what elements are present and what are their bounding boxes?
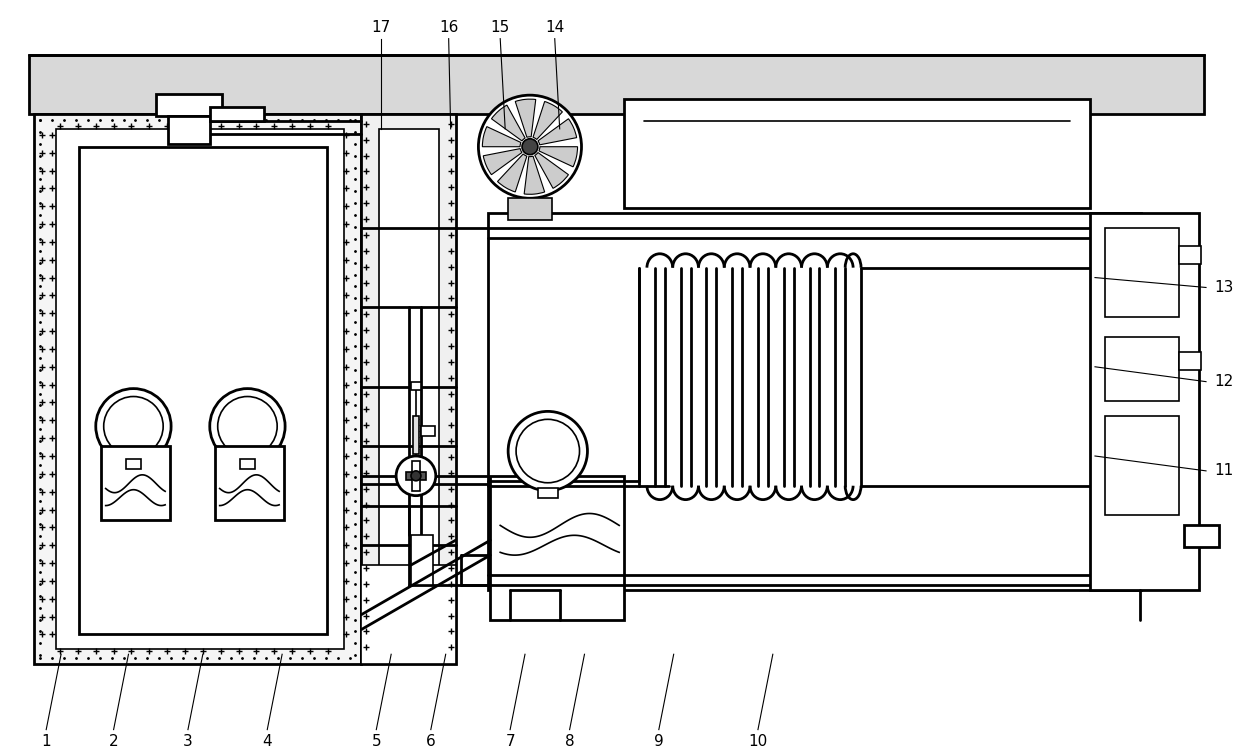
Bar [624, 99, 1090, 208]
Bar [1180, 246, 1201, 264]
Text: 8: 8 [565, 734, 575, 749]
Wedge shape [533, 101, 563, 140]
Text: 15: 15 [491, 20, 509, 35]
Text: 7: 7 [506, 734, 515, 749]
Text: 14: 14 [545, 20, 564, 35]
Text: 4: 4 [263, 734, 273, 749]
Text: 12: 12 [1214, 374, 1233, 389]
Circle shape [218, 397, 278, 456]
Text: 10: 10 [748, 734, 768, 749]
Text: 11: 11 [1214, 463, 1233, 478]
Wedge shape [483, 149, 522, 175]
Text: 13: 13 [1214, 280, 1233, 295]
Bar [411, 382, 421, 390]
Text: 17: 17 [372, 20, 390, 35]
Bar [1105, 337, 1180, 402]
Wedge shape [524, 156, 545, 195]
Bar [413, 461, 420, 490]
Bar [508, 198, 551, 220]
Bar [1105, 228, 1180, 317]
Bar [1184, 526, 1219, 547]
Wedge shape [539, 146, 577, 167]
Circle shape [411, 471, 421, 481]
Bar [538, 487, 558, 498]
Text: 2: 2 [109, 734, 119, 749]
Bar [209, 107, 264, 121]
Bar [488, 213, 1141, 590]
Bar [156, 94, 222, 116]
Bar [100, 446, 170, 520]
Wedge shape [535, 152, 569, 189]
Wedge shape [515, 99, 535, 137]
Circle shape [95, 388, 171, 464]
Bar [125, 459, 141, 469]
Bar [56, 129, 343, 650]
Bar [406, 472, 426, 480]
Bar [491, 476, 624, 620]
Text: 1: 1 [41, 734, 51, 749]
Text: 5: 5 [372, 734, 382, 749]
Circle shape [517, 419, 580, 483]
Circle shape [478, 95, 581, 198]
Bar [379, 129, 439, 654]
Bar [214, 446, 284, 520]
Bar [1105, 416, 1180, 515]
Circle shape [104, 397, 164, 456]
Text: 9: 9 [654, 734, 664, 749]
Bar [1090, 213, 1199, 590]
Bar [413, 416, 419, 454]
Bar [169, 116, 209, 143]
Wedge shape [538, 119, 576, 145]
Bar [30, 55, 1204, 114]
Bar [362, 114, 456, 664]
Bar [35, 114, 362, 664]
Bar [239, 459, 255, 469]
Bar [79, 146, 327, 635]
Wedge shape [482, 127, 520, 146]
Bar [1180, 352, 1201, 369]
Circle shape [209, 388, 285, 464]
Wedge shape [492, 105, 525, 141]
Text: 16: 16 [439, 20, 458, 35]
Circle shape [508, 412, 587, 490]
Bar [362, 565, 456, 664]
Bar [411, 535, 432, 585]
Text: 3: 3 [183, 734, 193, 749]
Text: 6: 6 [426, 734, 436, 749]
Bar [421, 427, 435, 436]
Circle shape [522, 139, 538, 155]
Wedge shape [498, 154, 527, 192]
Circle shape [396, 456, 436, 496]
